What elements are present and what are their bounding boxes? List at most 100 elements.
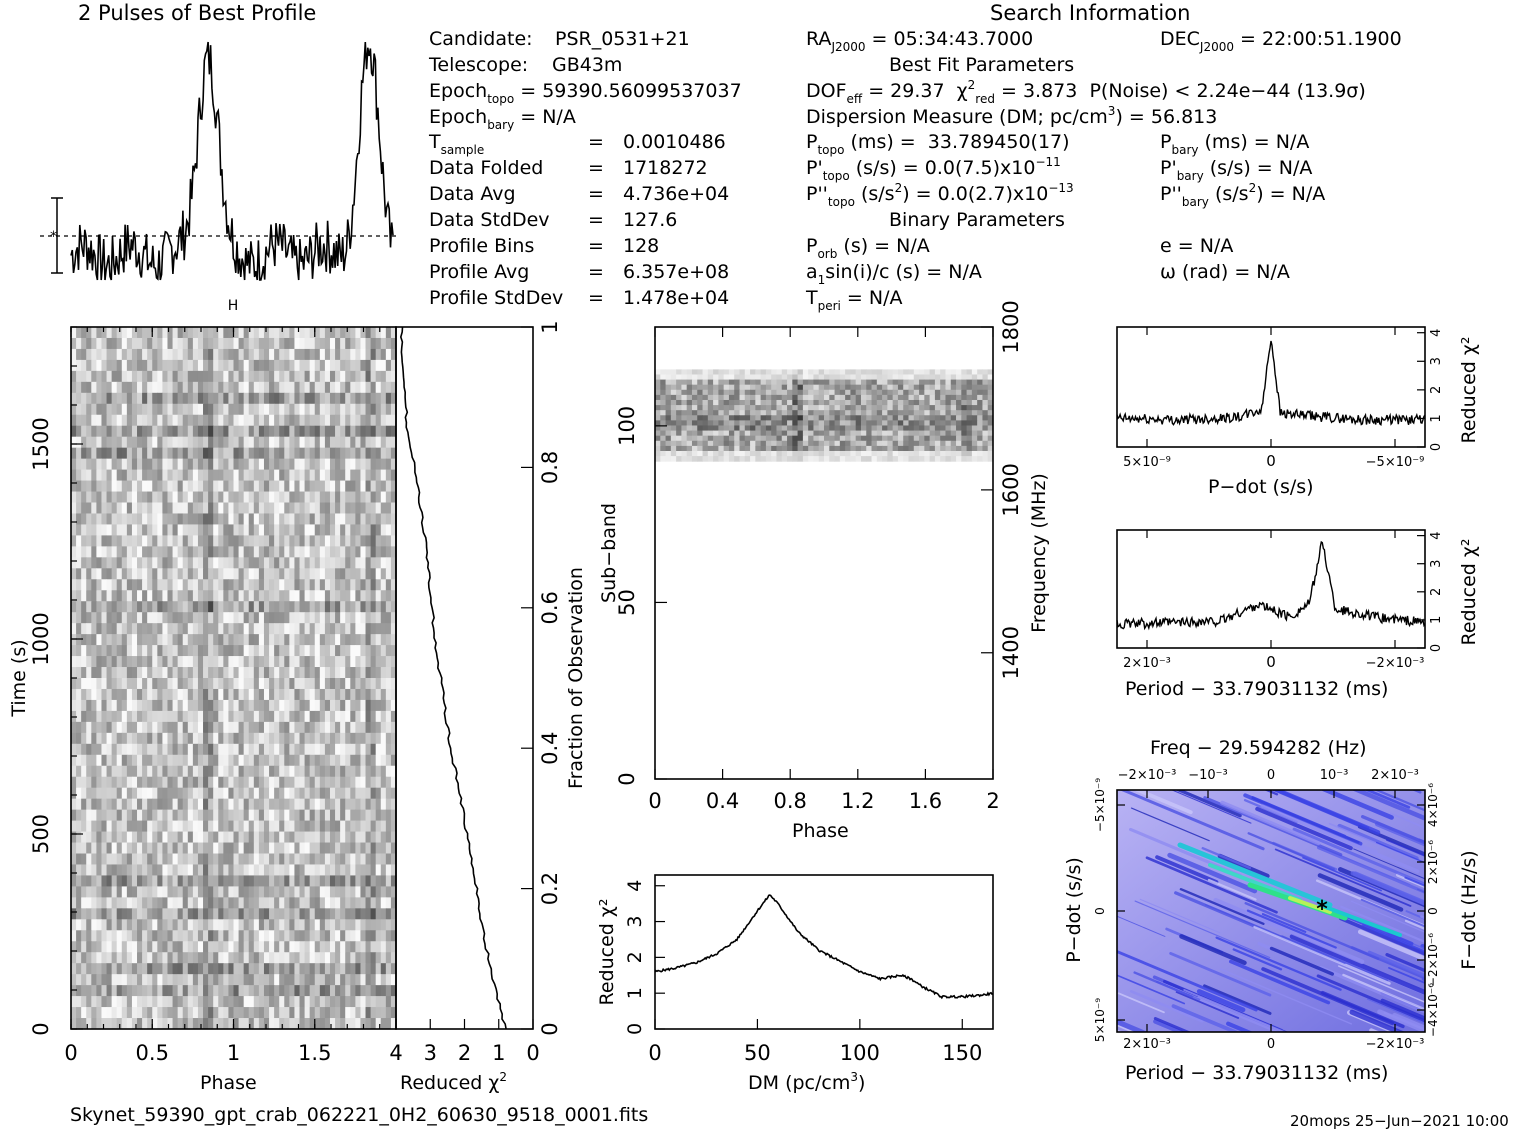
heat-cell bbox=[299, 513, 306, 525]
heat-cell bbox=[223, 820, 229, 833]
heat-cell bbox=[274, 348, 280, 361]
heat-cell bbox=[162, 875, 168, 887]
heat-cell bbox=[340, 568, 346, 580]
heat-cell bbox=[309, 327, 316, 339]
heat-cell bbox=[101, 974, 108, 986]
heat-cell bbox=[309, 535, 316, 547]
heat-cell bbox=[324, 688, 331, 701]
heat-cell bbox=[850, 379, 857, 386]
heat-cell bbox=[248, 502, 255, 514]
heat-cell bbox=[167, 458, 174, 471]
heat-cell bbox=[274, 458, 280, 471]
heat-cell bbox=[182, 853, 189, 865]
heat-cell bbox=[218, 436, 224, 449]
heat-cell bbox=[309, 447, 316, 460]
heat-cell bbox=[167, 327, 174, 339]
heat-cell bbox=[233, 513, 240, 525]
heat-cell bbox=[142, 754, 148, 767]
heat-cell bbox=[203, 414, 209, 427]
heat-cell bbox=[294, 974, 301, 986]
heat-cell bbox=[208, 491, 214, 503]
heat-cell bbox=[304, 809, 311, 822]
heat-cell bbox=[258, 612, 265, 624]
heat-cell bbox=[228, 579, 234, 591]
heat-cell bbox=[213, 996, 219, 1008]
heat-cell bbox=[126, 809, 133, 822]
heat-cell bbox=[233, 645, 240, 657]
heat-cell bbox=[162, 941, 168, 953]
heat-cell bbox=[162, 502, 168, 514]
heat-cell bbox=[228, 721, 234, 734]
ra-row: RAJ2000 = 05:34:43.7000 bbox=[806, 28, 1034, 54]
heat-cell bbox=[340, 963, 346, 975]
heat-cell bbox=[279, 930, 285, 942]
heat-cell bbox=[987, 410, 994, 416]
heat-cell bbox=[177, 601, 184, 613]
heat-cell bbox=[172, 524, 179, 536]
heat-cell bbox=[908, 415, 915, 421]
heat-cell bbox=[126, 721, 133, 734]
heat-cell bbox=[197, 623, 204, 635]
heat-cell bbox=[385, 414, 392, 427]
heat-cell bbox=[96, 612, 102, 624]
heat-cell bbox=[274, 754, 280, 767]
heat-cell bbox=[335, 469, 341, 482]
heat-cell bbox=[345, 568, 351, 580]
heat-cell bbox=[299, 1007, 306, 1019]
heat-cell bbox=[197, 996, 204, 1008]
heat-cell bbox=[950, 410, 957, 416]
heat-cell bbox=[319, 425, 326, 438]
heat-cell bbox=[162, 557, 168, 569]
heat-cell bbox=[385, 930, 392, 942]
heat-cell bbox=[248, 579, 255, 591]
heat-cell bbox=[223, 678, 229, 690]
data-avg-label: Data Avg bbox=[429, 183, 516, 205]
heat-cell bbox=[380, 908, 387, 920]
heat-cell bbox=[314, 403, 321, 416]
heat-cell bbox=[319, 381, 326, 394]
heat-cell bbox=[304, 447, 311, 460]
heat-cell bbox=[781, 410, 788, 416]
heat-cell bbox=[91, 754, 97, 767]
heat-cell bbox=[269, 886, 275, 898]
heat-cell bbox=[142, 634, 148, 646]
heat-cell bbox=[934, 410, 941, 416]
heat-cell bbox=[187, 656, 194, 668]
heat-cell bbox=[385, 710, 392, 723]
heat-cell bbox=[340, 930, 346, 942]
heat-cell bbox=[279, 469, 285, 482]
heat-cell bbox=[284, 546, 290, 558]
heat-cell bbox=[319, 754, 326, 767]
heat-cell bbox=[248, 721, 255, 734]
heat-cell bbox=[776, 405, 783, 411]
heat-cell bbox=[299, 348, 306, 361]
heat-cell bbox=[824, 379, 830, 386]
heat-cell bbox=[309, 645, 316, 657]
heat-cell bbox=[223, 853, 229, 865]
heat-cell bbox=[192, 645, 199, 657]
heat-cell bbox=[91, 414, 97, 427]
heat-cell bbox=[71, 568, 77, 580]
heat-cell bbox=[258, 743, 265, 756]
heat-cell bbox=[370, 601, 377, 613]
heat-cell bbox=[152, 667, 158, 679]
heat-cell bbox=[365, 776, 372, 789]
heat-cell bbox=[380, 491, 387, 503]
heat-cell bbox=[152, 469, 158, 482]
heat-cell bbox=[294, 524, 301, 536]
heat-cell bbox=[385, 634, 392, 646]
heat-cell bbox=[269, 820, 275, 833]
heat-cell bbox=[218, 886, 224, 898]
heat-cell bbox=[289, 798, 295, 811]
heat-cell bbox=[137, 590, 143, 602]
heat-cell bbox=[152, 327, 158, 339]
heat-cell bbox=[111, 601, 118, 613]
heat-cell bbox=[152, 425, 158, 438]
heat-cell bbox=[91, 787, 97, 800]
heat-cell bbox=[966, 374, 973, 381]
heat-cell bbox=[284, 656, 290, 668]
heat-cell bbox=[106, 337, 113, 350]
heat-cell bbox=[355, 403, 361, 416]
heat-cell bbox=[162, 985, 168, 997]
heat-cell bbox=[304, 831, 311, 844]
